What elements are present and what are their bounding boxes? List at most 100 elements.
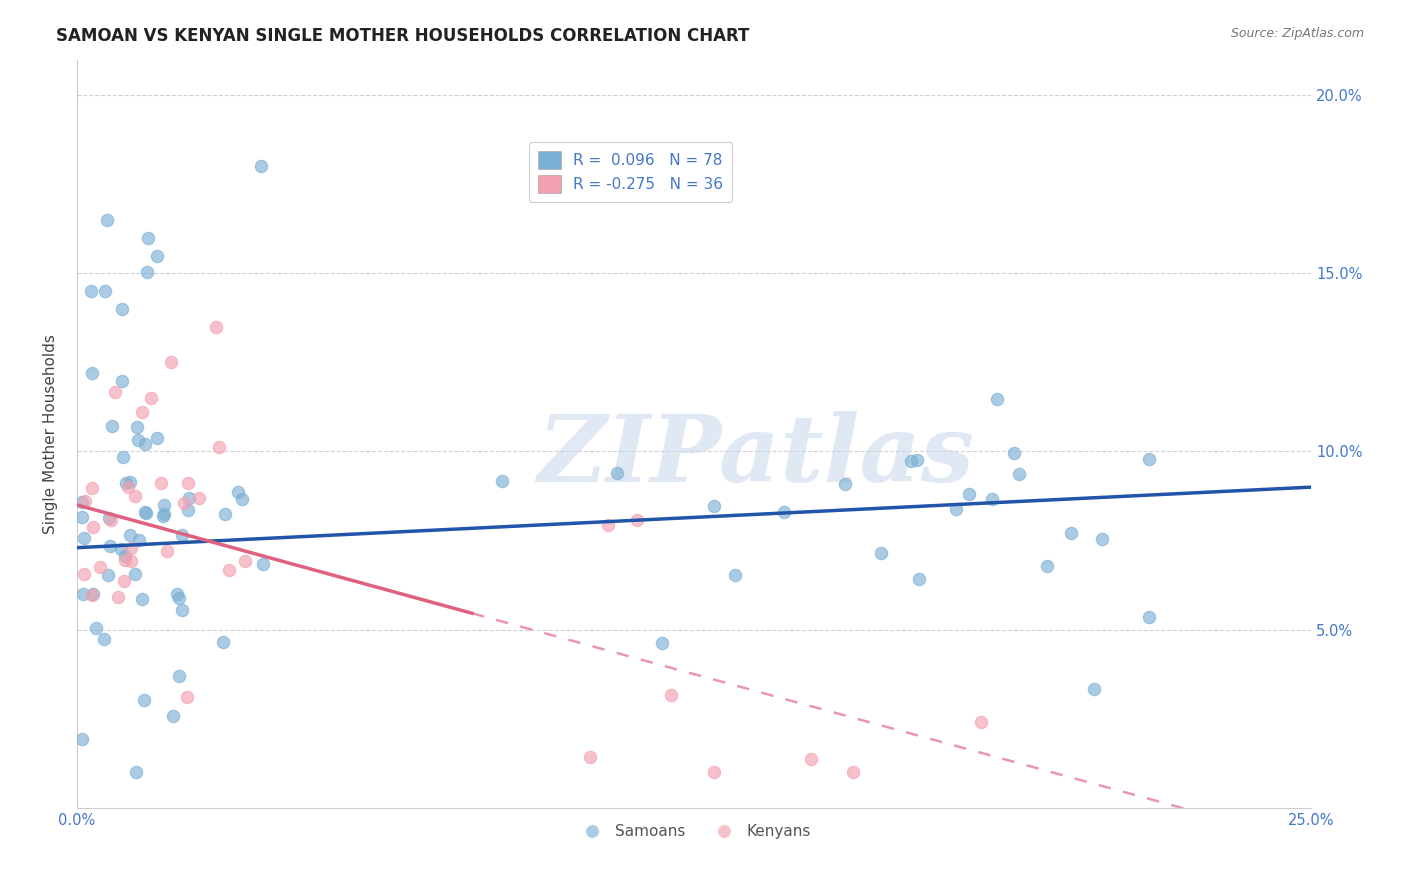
Samoans [120,528,142,542]
Samoans [96,213,118,227]
Samoans [70,495,93,509]
Samoans [179,491,201,505]
Samoans [162,709,184,723]
Kenyans [141,391,163,405]
Kenyans [80,481,103,495]
Samoans [1002,446,1025,460]
Kenyans [100,512,122,526]
Samoans [905,453,928,467]
Kenyans [89,560,111,574]
Kenyans [176,690,198,704]
Samoans [134,437,156,451]
Samoans [772,505,794,519]
Kenyans [160,355,183,369]
Legend: Samoans, Kenyans: Samoans, Kenyans [571,818,817,845]
Samoans [114,549,136,563]
Kenyans [124,489,146,503]
Samoans [945,502,967,516]
Kenyans [156,544,179,558]
Samoans [177,503,200,517]
Samoans [101,418,124,433]
Kenyans [107,591,129,605]
Samoans [1083,682,1105,697]
Samoans [1091,532,1114,546]
Samoans [166,587,188,601]
Samoans [112,450,135,465]
Kenyans [150,476,173,491]
Samoans [152,507,174,521]
Text: ZIPatlas: ZIPatlas [537,411,974,501]
Kenyans [104,384,127,399]
Samoans [72,586,94,600]
Kenyans [82,588,104,602]
Samoans [135,506,157,520]
Samoans [1060,525,1083,540]
Samoans [1137,609,1160,624]
Kenyans [131,405,153,419]
Samoans [170,527,193,541]
Kenyans [176,476,198,491]
Kenyans [207,440,229,454]
Samoans [118,475,141,489]
Kenyans [204,319,226,334]
Kenyans [120,554,142,568]
Kenyans [233,554,256,568]
Kenyans [970,714,993,729]
Samoans [214,507,236,521]
Samoans [80,284,103,298]
Samoans [907,572,929,586]
Samoans [110,542,132,557]
Kenyans [842,765,865,780]
Samoans [152,509,174,524]
Kenyans [659,688,682,702]
Samoans [226,485,249,500]
Samoans [870,546,893,560]
Samoans [153,498,176,512]
Samoans [651,636,673,650]
Samoans [97,511,120,525]
Samoans [146,248,169,262]
Samoans [70,731,93,746]
Kenyans [626,513,648,527]
Samoans [82,587,104,601]
Samoans [84,621,107,635]
Samoans [834,477,856,491]
Samoans [212,635,235,649]
Kenyans [75,494,97,508]
Samoans [125,765,148,780]
Samoans [128,533,150,548]
Text: SAMOAN VS KENYAN SINGLE MOTHER HOUSEHOLDS CORRELATION CHART: SAMOAN VS KENYAN SINGLE MOTHER HOUSEHOLD… [56,27,749,45]
Samoans [145,431,167,445]
Kenyans [112,574,135,588]
Samoans [131,592,153,607]
Samoans [900,454,922,468]
Samoans [1008,467,1031,481]
Kenyans [73,566,96,581]
Samoans [98,539,121,553]
Kenyans [117,480,139,494]
Y-axis label: Single Mother Households: Single Mother Households [44,334,58,533]
Samoans [252,558,274,572]
Samoans [1036,558,1059,573]
Samoans [127,420,149,434]
Samoans [111,301,134,316]
Samoans [250,160,273,174]
Samoans [172,603,194,617]
Kenyans [114,553,136,567]
Kenyans [578,749,600,764]
Samoans [1137,452,1160,467]
Samoans [132,693,155,707]
Samoans [111,374,134,388]
Text: Source: ZipAtlas.com: Source: ZipAtlas.com [1230,27,1364,40]
Kenyans [703,765,725,780]
Samoans [134,505,156,519]
Samoans [606,466,628,480]
Samoans [127,433,149,447]
Samoans [981,492,1004,507]
Samoans [167,591,190,606]
Samoans [169,669,191,683]
Samoans [93,632,115,647]
Samoans [986,392,1008,407]
Samoans [724,567,747,582]
Kenyans [120,541,142,555]
